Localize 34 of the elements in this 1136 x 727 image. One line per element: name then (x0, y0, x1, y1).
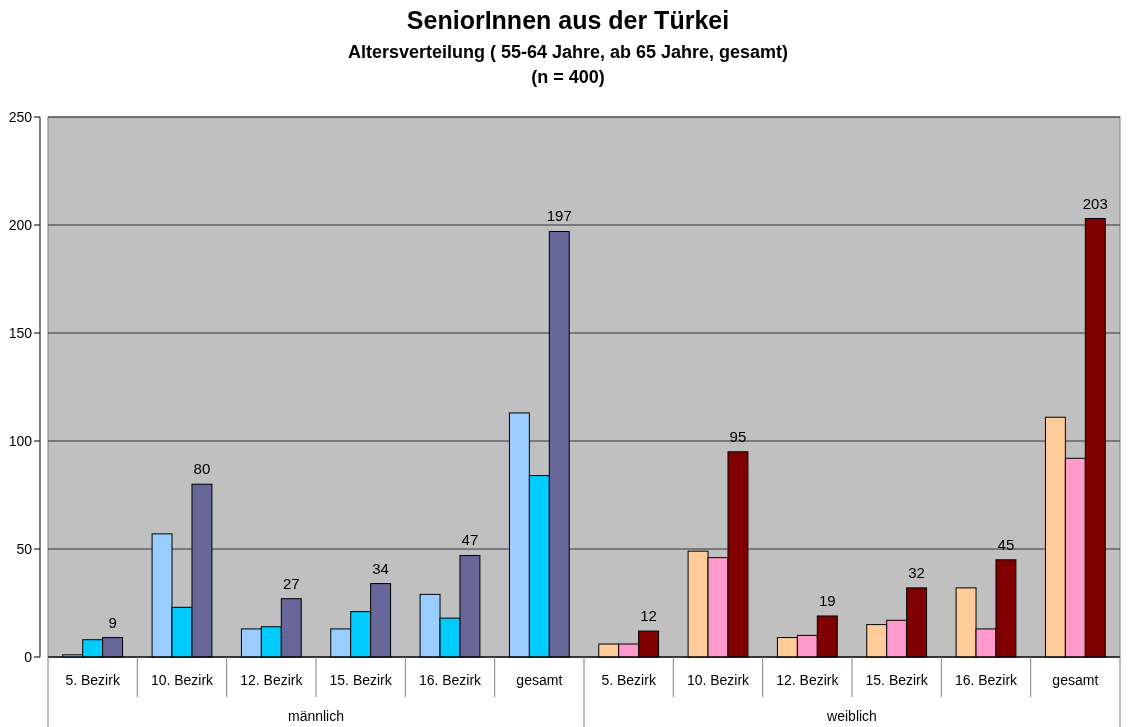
data-label: 27 (282, 574, 300, 592)
x-tick-label: 12. Bezirk (776, 672, 840, 688)
y-tick-label: 200 (8, 216, 33, 233)
y-tick-label: 0 (24, 648, 33, 665)
data-label: 203 (1082, 194, 1108, 212)
y-tick-label: 150 (8, 324, 33, 341)
data-label: 19 (818, 591, 836, 609)
chart-subtitle: Altersverteilung ( 55-64 Jahre, ab 65 Jahre, gesamt) (n = 400) (347, 42, 789, 87)
x-tick-label: 16. Bezirk (954, 672, 1019, 688)
data-label: 32 (908, 563, 925, 581)
x-tick-label: 10. Bezirk (150, 672, 215, 688)
x-tick-label: 5. Bezirk (601, 672, 657, 688)
data-label: 47 (461, 531, 479, 549)
data-label: 95 (729, 427, 747, 445)
x-tick-label: gesamt (516, 672, 563, 688)
y-tick-label: 50 (16, 540, 33, 557)
data-label: 9 (108, 613, 117, 631)
x-tick-label: 10. Bezirk (686, 672, 751, 688)
x-tick-label: 15. Bezirk (329, 672, 393, 688)
x-tick-label: 15. Bezirk (865, 672, 929, 688)
x-tick-label: 12. Bezirk (240, 672, 304, 688)
x-tick-label: 5. Bezirk (65, 672, 121, 688)
x-tick-label: gesamt (1052, 672, 1099, 688)
data-label: 45 (997, 535, 1015, 553)
x-tick-label: 16. Bezirk (418, 672, 483, 688)
y-tick-label: 100 (8, 432, 33, 449)
text: weiblich (826, 708, 877, 724)
text: männlich (287, 708, 345, 724)
y-tick-label: 250 (8, 108, 33, 125)
data-label: 80 (193, 460, 211, 478)
chart-title: SeniorInnen aus der Türkei (406, 6, 730, 34)
data-label: 12 (640, 607, 657, 625)
data-label: 34 (372, 559, 389, 577)
data-label: 197 (546, 207, 572, 225)
